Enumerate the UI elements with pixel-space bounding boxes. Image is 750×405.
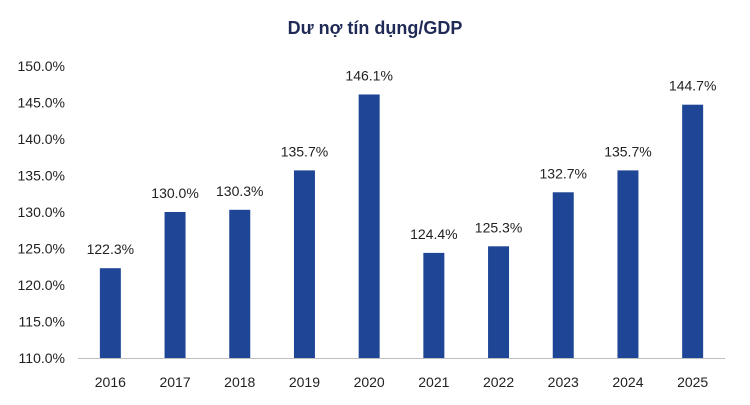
y-tick-label: 110.0% — [19, 350, 65, 366]
y-tick-label: 115.0% — [19, 314, 65, 330]
bar-2024 — [617, 170, 639, 358]
bar-2019 — [293, 170, 315, 358]
y-tick-label: 145.0% — [18, 95, 65, 111]
data-label-2022: 125.3% — [475, 219, 522, 235]
x-axis: 2016 2017 2018 2019 2020 2021 2022 2023 2024 2025 — [78, 358, 725, 390]
x-tick-label: 2017 — [159, 374, 190, 390]
x-tick-label: 2018 — [224, 374, 255, 390]
data-label-2024: 135.7% — [604, 143, 651, 159]
bar-2018 — [229, 209, 251, 358]
x-tick-label: 2019 — [289, 374, 320, 390]
y-tick-label: 135.0% — [18, 168, 65, 184]
data-label-2025: 144.7% — [669, 78, 716, 94]
bar-series — [99, 94, 704, 358]
bar-2020 — [358, 94, 380, 358]
data-labels: 122.3% 130.0% 130.3% 135.7% 146.1% 124.4% 125.… — [87, 67, 717, 257]
data-label-2019: 135.7% — [281, 143, 328, 159]
x-tick-label: 2020 — [354, 374, 385, 390]
x-tick-label: 2021 — [418, 374, 449, 390]
x-tick-label: 2016 — [95, 374, 126, 390]
data-label-2016: 122.3% — [87, 241, 134, 257]
y-tick-label: 150.0% — [18, 58, 65, 74]
data-label-2018: 130.3% — [216, 183, 263, 199]
data-label-2023: 132.7% — [540, 165, 587, 181]
data-label-2020: 146.1% — [345, 67, 392, 83]
y-axis: 110.0% 115.0% 120.0% 125.0% 130.0% 135.0% 140.… — [18, 58, 65, 366]
x-tick-label: 2023 — [548, 374, 579, 390]
chart-title: Dư nợ tín dụng/GDP — [287, 18, 463, 38]
y-tick-label: 120.0% — [18, 277, 65, 293]
bar-2022 — [488, 246, 510, 358]
bar-2017 — [164, 212, 186, 358]
y-tick-label: 140.0% — [18, 131, 65, 147]
bar-2025 — [682, 104, 704, 358]
bar-2023 — [552, 192, 574, 358]
y-tick-label: 125.0% — [18, 241, 65, 257]
bar-2021 — [423, 252, 445, 358]
data-label-2017: 130.0% — [151, 185, 198, 201]
data-label-2021: 124.4% — [410, 226, 457, 242]
x-tick-label: 2025 — [677, 374, 708, 390]
x-tick-label: 2022 — [483, 374, 514, 390]
y-tick-label: 130.0% — [18, 204, 65, 220]
bar-2016 — [99, 268, 121, 358]
x-tick-label: 2024 — [612, 374, 643, 390]
